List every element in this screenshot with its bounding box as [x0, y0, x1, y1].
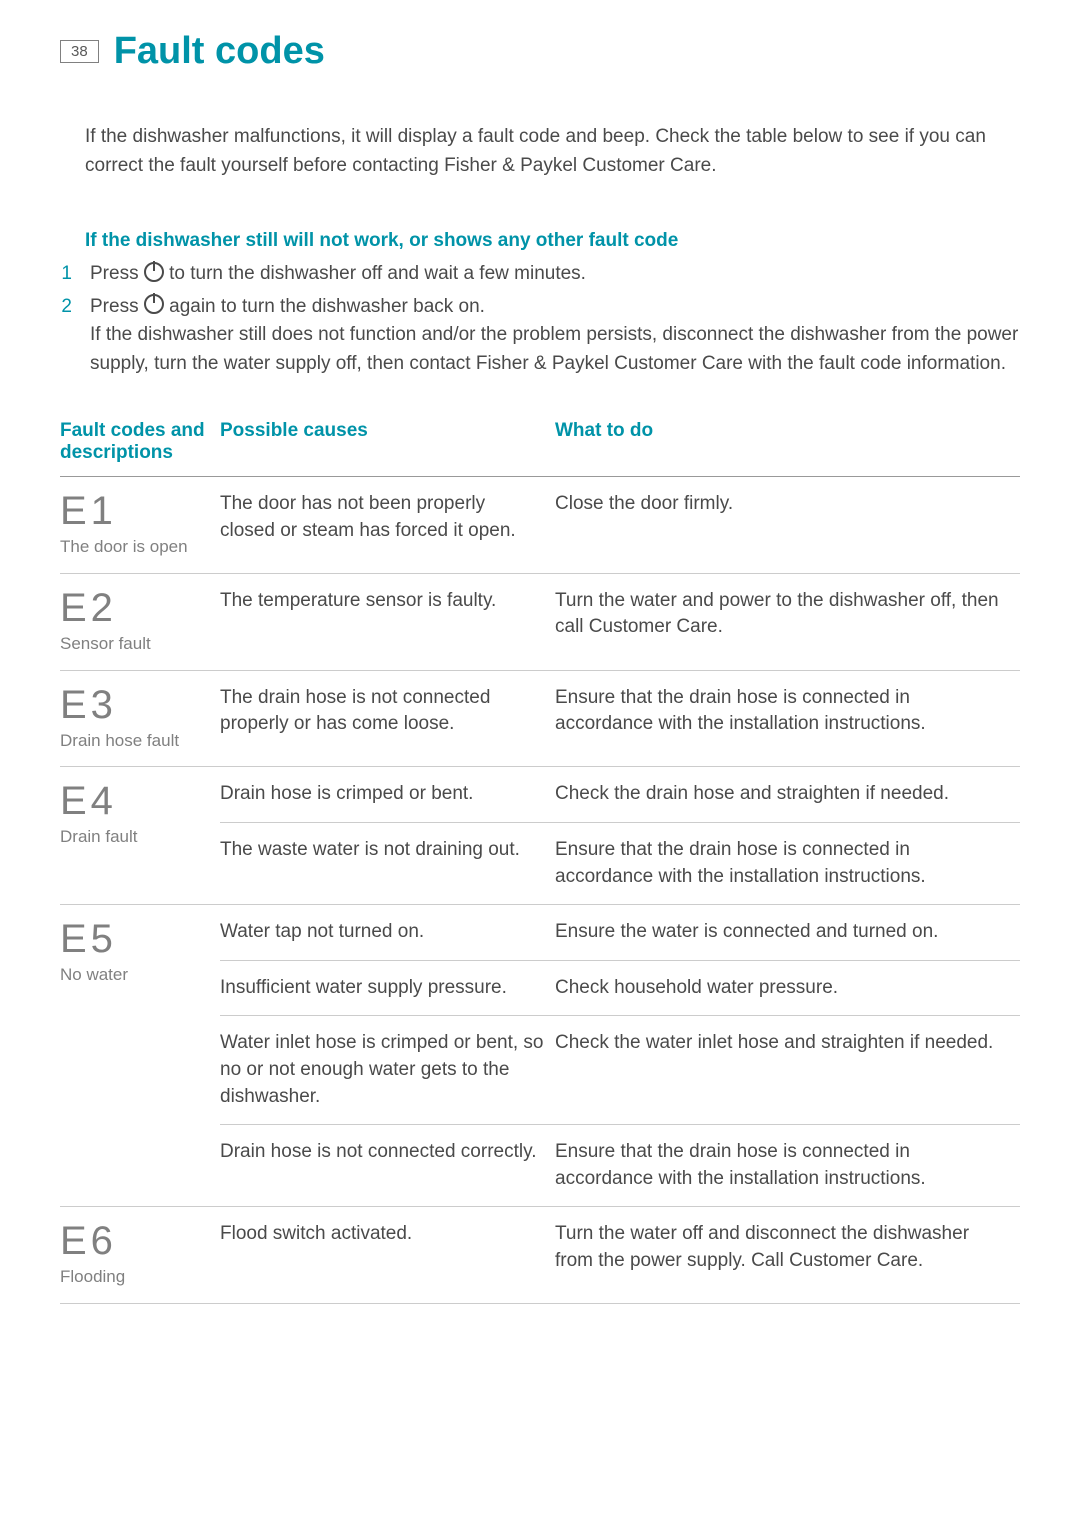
fault-code-cell: E5 No water — [60, 905, 220, 1207]
header-what-to-do: What to do — [555, 408, 1020, 477]
what-to-do: Turn the water off and disconnect the di… — [555, 1207, 1020, 1304]
possible-cause: Flood switch activated. — [220, 1207, 555, 1304]
step-text-after: again to turn the dishwasher back on. — [164, 296, 485, 317]
fault-description: Flooding — [60, 1265, 210, 1289]
table-row: E4Drain faultDrain hose is crimped or be… — [60, 767, 1020, 823]
what-to-do: Turn the water and power to the dishwash… — [555, 573, 1020, 670]
step-text-before: Press — [90, 263, 144, 284]
fault-code: E1 — [60, 491, 210, 531]
fault-code: E4 — [60, 781, 210, 821]
fault-code-cell: E6 Flooding — [60, 1207, 220, 1304]
header-fault-codes: Fault codes and descriptions — [60, 408, 220, 477]
possible-cause: Water inlet hose is crimped or bent, so … — [220, 1016, 555, 1125]
what-to-do: Ensure that the drain hose is connected … — [555, 1125, 1020, 1207]
header-possible-causes: Possible causes — [220, 408, 555, 477]
page-title: Fault codes — [114, 30, 325, 73]
fault-code: E6 — [60, 1221, 210, 1261]
what-to-do: Close the door firmly. — [555, 477, 1020, 574]
what-to-do: Check the water inlet hose and straighte… — [555, 1016, 1020, 1125]
fault-code-cell: E2 Sensor fault — [60, 573, 220, 670]
table-row: E3 Drain hose fault The drain hose is not … — [60, 670, 1020, 767]
steps-list: 1 Press to turn the dishwasher off and wa… — [60, 260, 1020, 378]
step-text-before: Press — [90, 296, 144, 317]
possible-cause: The door has not been properly closed or… — [220, 477, 555, 574]
possible-cause: The temperature sensor is faulty. — [220, 573, 555, 670]
step-text: Press to turn the dishwasher off and wai… — [90, 260, 1020, 289]
fault-codes-table: Fault codes and descriptions Possible ca… — [60, 408, 1020, 1304]
fault-code: E2 — [60, 588, 210, 628]
page-number: 38 — [71, 43, 88, 60]
sub-heading: If the dishwasher still will not work, o… — [85, 230, 1020, 252]
fault-description: No water — [60, 963, 210, 987]
power-icon — [144, 294, 164, 314]
table-row: E1 The door is open The door has not been … — [60, 477, 1020, 574]
what-to-do: Ensure that the drain hose is connected … — [555, 822, 1020, 904]
table-row: E5No waterWater tap not turned on.Ensure… — [60, 905, 1020, 961]
fault-code-cell: E3 Drain hose fault — [60, 670, 220, 767]
possible-cause: Drain hose is crimped or bent. — [220, 767, 555, 823]
fault-code-cell: E1 The door is open — [60, 477, 220, 574]
power-icon — [144, 262, 164, 282]
step-row: 2Press again to turn the dishwasher back… — [60, 293, 1020, 379]
step-text-after: to turn the dishwasher off and wait a fe… — [164, 263, 586, 284]
page-header: 38 Fault codes — [60, 30, 1020, 73]
possible-cause: Insufficient water supply pressure. — [220, 960, 555, 1016]
fault-description: Drain fault — [60, 825, 210, 849]
possible-cause: The waste water is not draining out. — [220, 822, 555, 904]
fault-code: E5 — [60, 919, 210, 959]
what-to-do: Check household water pressure. — [555, 960, 1020, 1016]
table-row: E6 Flooding Flood switch activated.Turn th… — [60, 1207, 1020, 1304]
possible-cause: Water tap not turned on. — [220, 905, 555, 961]
possible-cause: The drain hose is not connected properly… — [220, 670, 555, 767]
page-number-box: 38 — [60, 40, 99, 63]
fault-code-cell: E4 Drain fault — [60, 767, 220, 905]
step-number: 2 — [60, 293, 72, 379]
what-to-do: Ensure the water is connected and turned… — [555, 905, 1020, 961]
step-row: 1 Press to turn the dishwasher off and wa… — [60, 260, 1020, 289]
fault-description: Drain hose fault — [60, 729, 210, 753]
what-to-do: Check the drain hose and straighten if n… — [555, 767, 1020, 823]
fault-description: The door is open — [60, 535, 210, 559]
step-text-extra: If the dishwasher still does not functio… — [90, 324, 1018, 374]
what-to-do: Ensure that the drain hose is connected … — [555, 670, 1020, 767]
step-number: 1 — [60, 260, 72, 289]
step-text: Press again to turn the dishwasher back … — [90, 293, 1020, 379]
possible-cause: Drain hose is not connected correctly. — [220, 1125, 555, 1207]
fault-description: Sensor fault — [60, 632, 210, 656]
intro-paragraph: If the dishwasher malfunctions, it will … — [85, 123, 1020, 180]
table-row: E2 Sensor fault The temperature sensor is … — [60, 573, 1020, 670]
fault-code: E3 — [60, 685, 210, 725]
